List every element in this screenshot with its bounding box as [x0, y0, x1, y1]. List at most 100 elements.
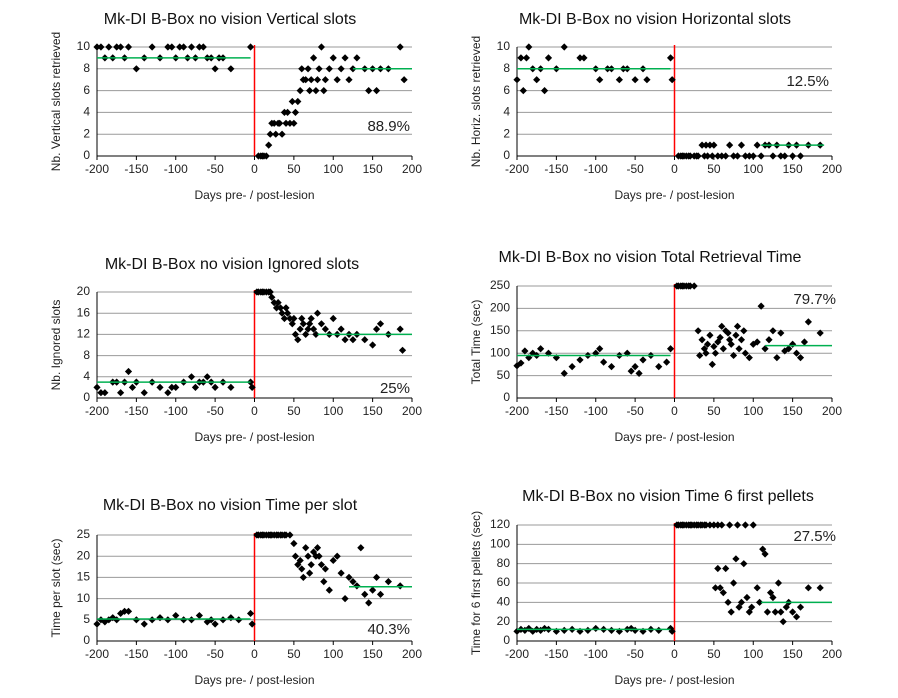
x-axis-label: Days pre- / post-lesion	[614, 673, 734, 687]
y-tick-label: 5	[83, 612, 90, 626]
data-point	[105, 43, 113, 51]
data-point	[735, 603, 743, 611]
data-point	[227, 614, 235, 622]
data-point	[761, 550, 769, 558]
data-point	[560, 43, 568, 51]
y-tick-label: 20	[497, 614, 511, 628]
data-point	[291, 330, 300, 338]
data-point	[696, 351, 704, 360]
data-point	[655, 363, 663, 371]
data-point	[763, 608, 772, 616]
data-point	[631, 363, 639, 371]
y-tick-label: 6	[503, 83, 510, 97]
data-point	[560, 369, 568, 377]
x-tick-label: 100	[323, 647, 343, 661]
data-point	[333, 76, 341, 84]
x-tick-label: 100	[743, 647, 763, 661]
data-point	[337, 569, 345, 577]
data-point	[124, 607, 133, 615]
data-point	[733, 322, 742, 330]
data-point	[266, 130, 274, 138]
data-point	[156, 614, 164, 622]
data-point	[304, 552, 312, 560]
data-point	[372, 325, 381, 333]
data-point	[376, 320, 385, 328]
data-point	[743, 593, 751, 602]
data-point	[120, 607, 129, 615]
x-axis-label: Days pre- / post-lesion	[194, 673, 314, 687]
data-point	[117, 389, 125, 397]
y-tick-label: 0	[83, 390, 90, 404]
data-point	[262, 152, 270, 160]
data-point	[317, 43, 326, 51]
data-point	[773, 354, 781, 362]
y-tick-label: 25	[77, 527, 91, 541]
data-point	[792, 613, 801, 621]
x-tick-label: -100	[584, 647, 608, 661]
data-point	[716, 333, 724, 342]
data-point	[816, 329, 824, 337]
x-tick-label: 200	[822, 647, 842, 661]
data-point	[274, 299, 282, 307]
data-point	[727, 608, 735, 616]
data-point	[513, 76, 521, 84]
data-point	[298, 314, 306, 323]
data-point	[631, 626, 639, 634]
x-tick-label: 50	[287, 647, 301, 661]
data-point	[396, 325, 404, 333]
x-tick-label: 150	[783, 162, 803, 176]
data-point	[278, 309, 286, 317]
data-point	[306, 320, 314, 328]
y-tick-label: 10	[497, 39, 511, 53]
data-point	[283, 108, 292, 116]
data-point	[93, 43, 101, 51]
data-point	[282, 119, 290, 127]
data-point	[329, 314, 337, 323]
data-point	[128, 383, 137, 391]
data-point	[741, 521, 749, 529]
data-point	[93, 383, 101, 391]
data-point	[517, 359, 525, 367]
data-point	[718, 152, 726, 160]
data-point	[733, 521, 742, 529]
x-tick-label: -150	[124, 647, 148, 661]
x-tick-label: -50	[206, 404, 224, 418]
x-tick-label: 100	[323, 162, 343, 176]
data-point	[800, 338, 809, 346]
y-tick-label: 4	[503, 105, 510, 119]
data-point	[755, 598, 764, 606]
data-point	[749, 152, 757, 160]
y-tick-label: 0	[503, 148, 510, 162]
data-point	[211, 620, 219, 628]
y-axis-label: Nb. Vertical slots retrieved	[49, 32, 63, 171]
x-tick-label: -150	[544, 404, 568, 418]
data-point	[307, 314, 315, 323]
data-point	[789, 340, 797, 348]
data-point	[745, 152, 753, 160]
x-tick-label: -50	[206, 162, 224, 176]
x-tick-label: 100	[743, 404, 763, 418]
data-point	[592, 624, 600, 633]
data-point	[733, 152, 742, 160]
data-point	[668, 76, 676, 84]
data-point	[291, 108, 300, 116]
data-point	[278, 130, 286, 138]
data-point	[789, 152, 797, 160]
data-point	[304, 325, 312, 333]
x-tick-label: -100	[164, 647, 188, 661]
data-point	[306, 569, 314, 577]
data-point	[270, 119, 278, 127]
data-point	[321, 325, 329, 333]
y-tick-label: 0	[83, 633, 90, 647]
data-point	[711, 584, 720, 592]
data-point	[771, 608, 779, 616]
data-point	[639, 356, 647, 364]
data-point	[396, 582, 404, 590]
chart-title: Mk-DI B-Box no vision Vertical slots	[104, 11, 357, 28]
x-axis-label: Days pre- / post-lesion	[614, 188, 734, 202]
data-point	[286, 531, 294, 539]
data-point	[753, 584, 761, 592]
data-point	[195, 611, 203, 620]
x-tick-label: 0	[671, 404, 678, 418]
data-point	[148, 616, 156, 624]
